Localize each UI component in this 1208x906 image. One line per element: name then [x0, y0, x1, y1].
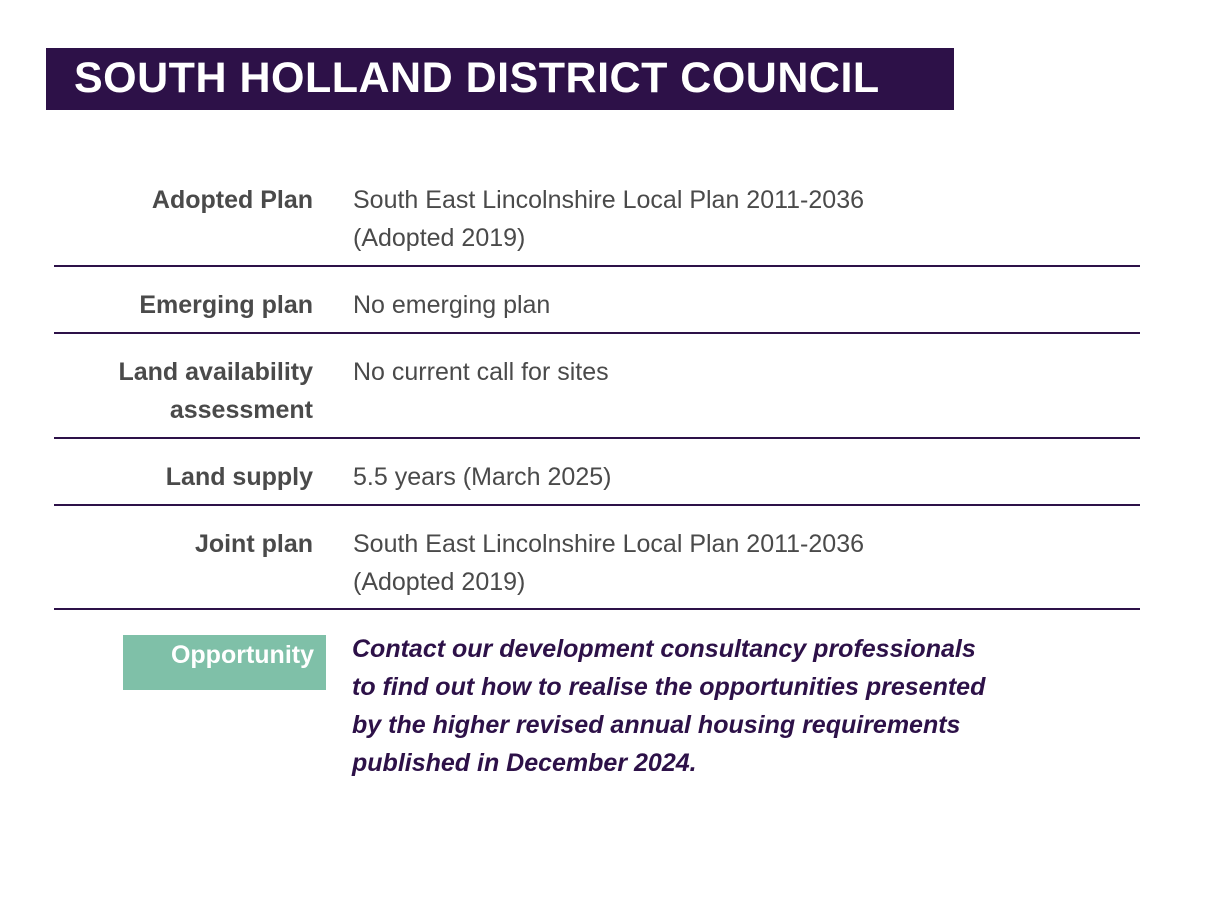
- row-value: No emerging plan: [353, 291, 551, 319]
- divider: [54, 332, 1140, 334]
- divider: [54, 437, 1140, 439]
- opportunity-text: Contact our development consultancy prof…: [352, 630, 1152, 782]
- row-label: Land supply: [165, 463, 313, 491]
- opportunity-line: Contact our development consultancy prof…: [352, 635, 976, 663]
- row-label: Land availability assessment: [118, 358, 313, 424]
- row-label: Joint plan: [194, 530, 313, 558]
- divider: [54, 608, 1140, 610]
- opportunity-line: published in December 2024.: [352, 749, 697, 777]
- row-value: South East Lincolnshire Local Plan 2011-…: [353, 186, 864, 252]
- row-label: Emerging plan: [139, 291, 313, 319]
- opportunity-line: to find out how to realise the opportuni…: [352, 673, 986, 701]
- row-label: Adopted Plan: [151, 186, 313, 214]
- opportunity-badge: Opportunity: [123, 635, 326, 690]
- row-value: South East Lincolnshire Local Plan 2011-…: [353, 530, 864, 596]
- row-value: No current call for sites: [353, 358, 609, 386]
- opportunity-label: Opportunity: [170, 641, 314, 669]
- opportunity-line: by the higher revised annual housing req…: [352, 711, 961, 739]
- divider: [54, 504, 1140, 506]
- title-banner: SOUTH HOLLAND DISTRICT COUNCIL: [46, 48, 954, 110]
- row-value: 5.5 years (March 2025): [353, 463, 612, 491]
- page-title: SOUTH HOLLAND DISTRICT COUNCIL: [74, 54, 880, 102]
- divider: [54, 265, 1140, 267]
